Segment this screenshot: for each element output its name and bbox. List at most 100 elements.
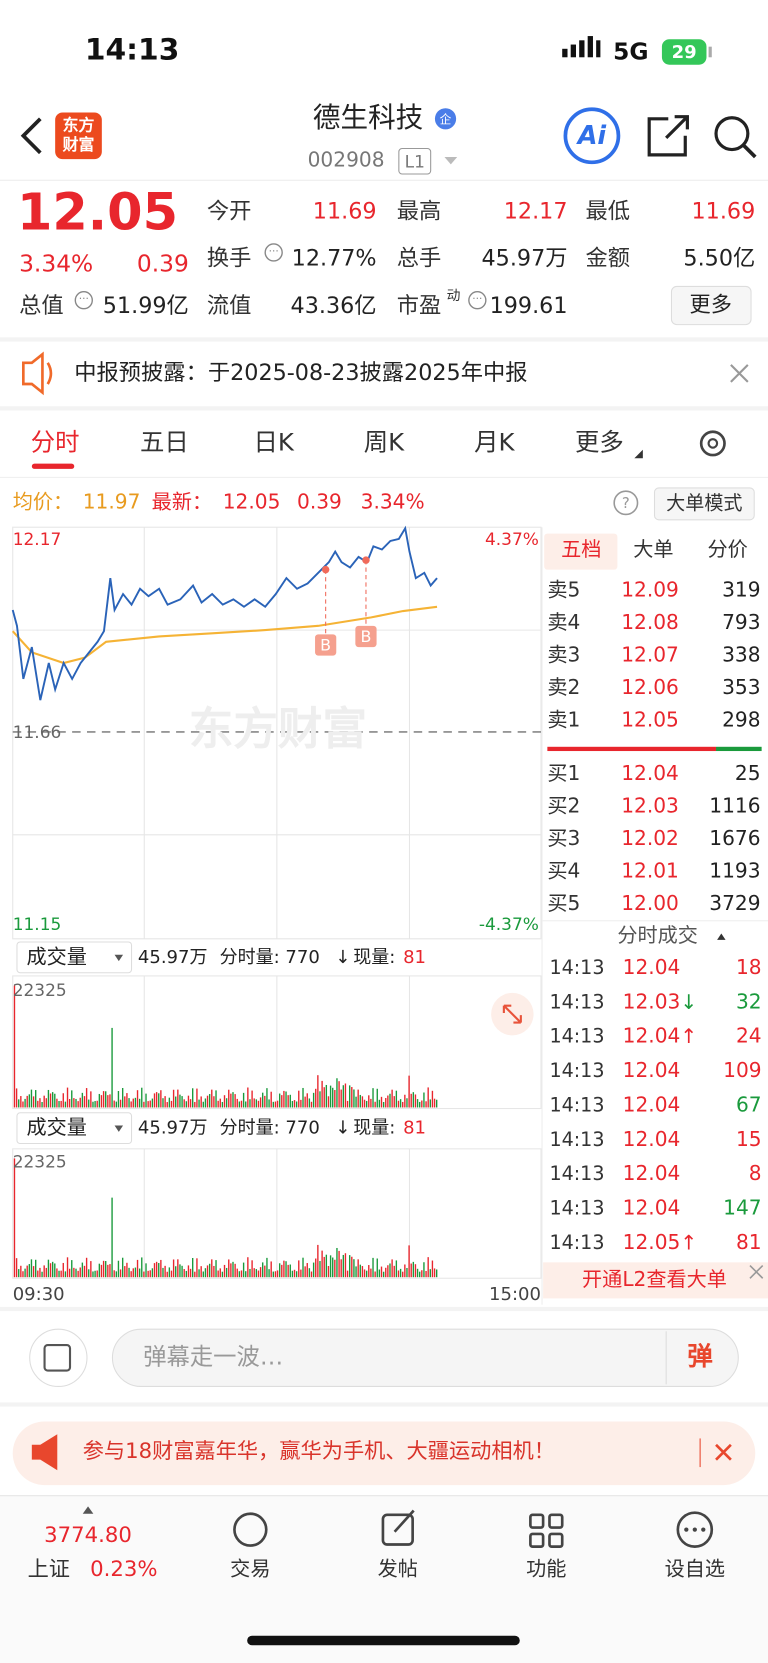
mode-button[interactable] bbox=[653, 487, 755, 521]
nav-item[interactable]: 设自选 bbox=[665, 1556, 725, 1580]
volume-bar bbox=[230, 1093, 232, 1108]
volume-bar bbox=[202, 1101, 204, 1108]
close-l2[interactable] bbox=[749, 1264, 764, 1279]
volume-bar bbox=[338, 1081, 340, 1108]
danmu-input[interactable] bbox=[111, 1328, 739, 1387]
book-tab[interactable]: 分价 bbox=[708, 537, 748, 561]
buy-markers bbox=[315, 556, 377, 656]
volume-bar bbox=[168, 1097, 171, 1108]
help-icon: ? bbox=[622, 494, 630, 512]
volume-bar bbox=[414, 1264, 417, 1278]
volume-bar bbox=[397, 1100, 400, 1108]
volume-bar bbox=[158, 1093, 160, 1108]
notice-text[interactable]: 中报预披露：于2025-08-23披露2025年中报 bbox=[74, 360, 527, 386]
volume-caret bbox=[114, 954, 124, 962]
more-label[interactable]: 更多 bbox=[690, 293, 732, 318]
ai-icon[interactable]: Ai bbox=[576, 121, 607, 151]
comments-button[interactable] bbox=[29, 1328, 88, 1387]
logo-text: 财富 bbox=[63, 135, 95, 154]
volume-bar bbox=[160, 1090, 162, 1108]
danmu-button[interactable]: 弹 bbox=[687, 1342, 712, 1372]
search-button[interactable] bbox=[714, 116, 750, 152]
volume-bar bbox=[385, 1098, 387, 1108]
nav-item[interactable]: 发帖 bbox=[378, 1556, 418, 1580]
tab[interactable]: 五日 bbox=[140, 427, 189, 456]
volume-label[interactable]: 成交量 bbox=[27, 944, 87, 968]
tab[interactable]: 日K bbox=[254, 427, 295, 456]
volume-bar bbox=[204, 1268, 207, 1278]
volume-selector[interactable] bbox=[16, 941, 133, 974]
settings-button[interactable] bbox=[699, 430, 726, 457]
trade-price: 12.04 bbox=[623, 1058, 681, 1082]
expand-icon bbox=[502, 1004, 522, 1024]
volume-bar bbox=[189, 1099, 192, 1108]
volume-bar bbox=[340, 1259, 342, 1278]
volume-bar bbox=[119, 1099, 122, 1108]
volume-bar bbox=[421, 1100, 423, 1108]
info-icon[interactable] bbox=[74, 291, 93, 310]
nav-icons[interactable]: Ai bbox=[20, 107, 757, 165]
volume-bar bbox=[145, 1093, 147, 1108]
info-icon[interactable] bbox=[264, 243, 283, 262]
volume-total: 45.97万 bbox=[138, 947, 208, 968]
book-tab[interactable]: 大单 bbox=[633, 537, 673, 561]
share-button[interactable] bbox=[647, 115, 689, 157]
volume-bar bbox=[107, 1095, 109, 1108]
mode-label[interactable]: 大单模式 bbox=[666, 491, 742, 514]
volume-bar bbox=[410, 1263, 412, 1278]
field-label: 金额 bbox=[586, 245, 631, 271]
tab[interactable]: 更多 bbox=[575, 427, 624, 456]
volume-bar bbox=[404, 1094, 406, 1108]
volume-bar bbox=[363, 1099, 366, 1108]
volume-bar bbox=[166, 1271, 168, 1278]
volume-bar bbox=[81, 1262, 84, 1278]
close-notice[interactable] bbox=[730, 364, 749, 383]
volume-bar bbox=[138, 1268, 141, 1278]
help-button[interactable] bbox=[613, 490, 639, 516]
volume-bar bbox=[359, 1094, 361, 1108]
back-button[interactable] bbox=[20, 117, 42, 155]
info-icon[interactable] bbox=[468, 291, 487, 310]
nav-item[interactable]: 交易 bbox=[230, 1556, 270, 1580]
volume-bar bbox=[346, 1100, 349, 1108]
l2-banner[interactable] bbox=[543, 1262, 768, 1299]
promo-banner[interactable] bbox=[12, 1421, 756, 1486]
danmu-placeholder[interactable]: 弹幕走一波… bbox=[143, 1342, 283, 1370]
volume-bar bbox=[374, 1101, 376, 1108]
tab[interactable]: 分时 bbox=[31, 427, 80, 456]
close-promo[interactable] bbox=[715, 1443, 732, 1461]
volume-bar bbox=[378, 1099, 381, 1108]
volume-bar bbox=[109, 1094, 111, 1108]
volume-bar bbox=[155, 1092, 158, 1108]
axis-high: 12.17 bbox=[13, 530, 62, 550]
tab[interactable]: 月K bbox=[474, 427, 515, 456]
book-tab[interactable]: 五档 bbox=[561, 537, 601, 561]
volume-bar bbox=[56, 1098, 58, 1108]
axis-low-pct: -4.37% bbox=[479, 915, 539, 935]
volume-bar bbox=[206, 1095, 209, 1108]
volume-bar bbox=[94, 1270, 96, 1278]
volume-bar bbox=[85, 1257, 88, 1278]
volume-bar bbox=[41, 1102, 43, 1108]
more-button[interactable] bbox=[670, 285, 752, 326]
tab[interactable]: 周K bbox=[364, 427, 405, 456]
volume-bar bbox=[332, 1087, 334, 1108]
volume-bar bbox=[90, 1091, 92, 1108]
book-label: 卖2 bbox=[547, 675, 580, 699]
volume-bar bbox=[179, 1264, 181, 1278]
price: 12.05 bbox=[17, 183, 178, 242]
volume-bar bbox=[98, 1093, 101, 1108]
code-caret bbox=[444, 156, 458, 165]
volume-bar bbox=[357, 1259, 359, 1278]
volume-bar bbox=[183, 1099, 185, 1108]
l2-banner-text[interactable]: 开通L2查看大单 bbox=[582, 1267, 727, 1291]
volume-bar bbox=[228, 1259, 230, 1278]
stock-name: 德生科技 bbox=[313, 101, 423, 134]
volume-selector[interactable] bbox=[16, 1112, 133, 1145]
divider bbox=[0, 1306, 768, 1312]
ai-button[interactable] bbox=[563, 107, 621, 165]
nav-item[interactable]: 功能 bbox=[526, 1556, 566, 1580]
book-volume: 298 bbox=[722, 708, 760, 732]
volume-label[interactable]: 成交量 bbox=[27, 1115, 87, 1139]
